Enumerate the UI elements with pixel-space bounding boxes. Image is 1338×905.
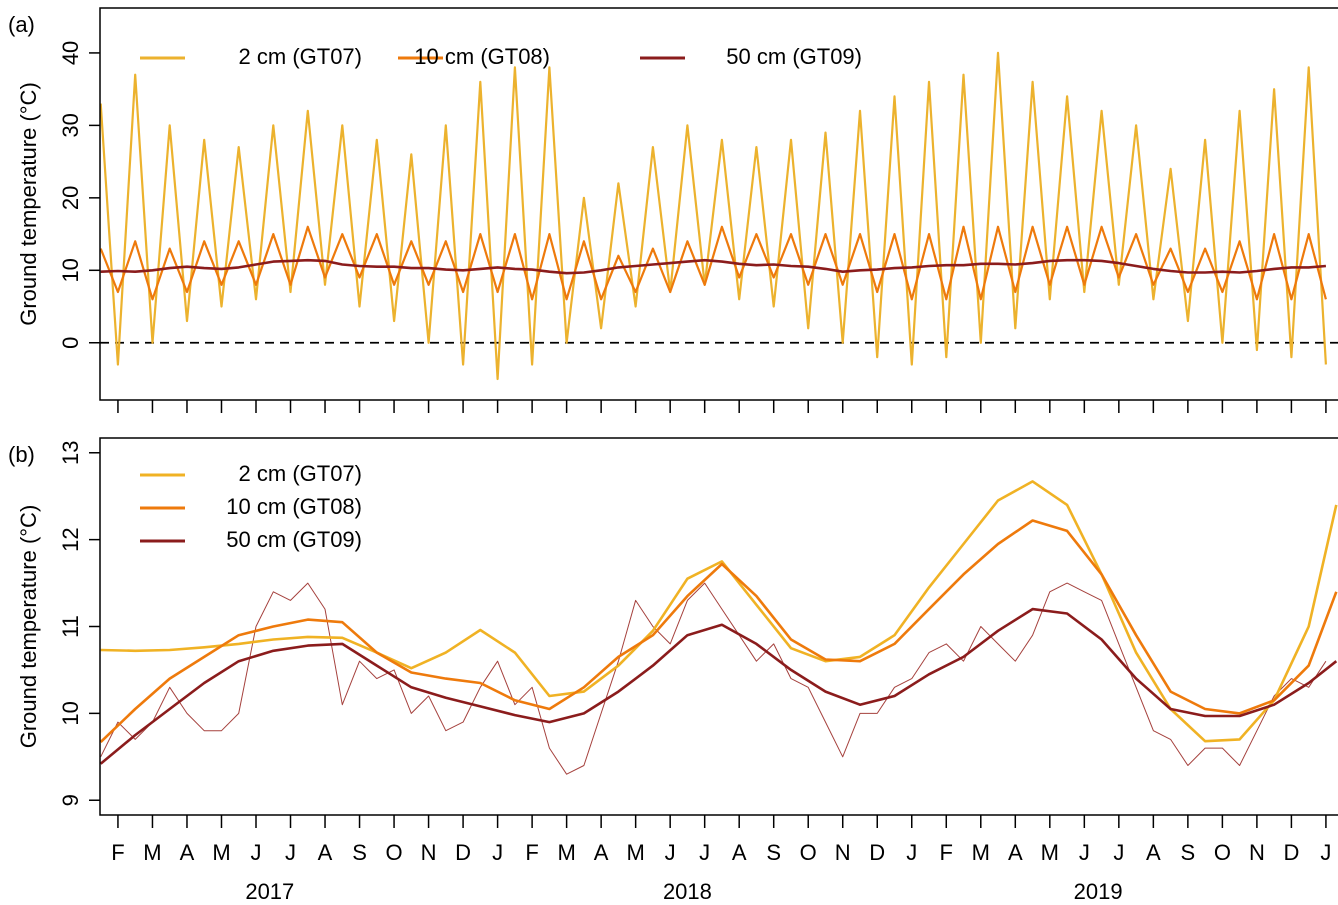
x-tick-label: D — [455, 840, 471, 865]
y-axis-label: Ground temperature (°C) — [16, 82, 41, 326]
series-line — [100, 258, 1327, 275]
x-tick-label: J — [285, 840, 296, 865]
panel-label: (a) — [8, 12, 35, 37]
x-tick-label: A — [1146, 840, 1161, 865]
x-tick-label: F — [525, 840, 538, 865]
series-line — [100, 480, 1338, 743]
x-tick-label: J — [1079, 840, 1090, 865]
x-tick-label: S — [352, 840, 367, 865]
y-tick-label: 9 — [58, 794, 83, 806]
x-tick-label: A — [180, 840, 195, 865]
y-tick-label: 10 — [58, 701, 83, 725]
legend-label: 10 cm (GT08) — [226, 494, 362, 519]
y-tick-label: 20 — [58, 186, 83, 210]
plot-area — [100, 480, 1338, 775]
x-tick-label: J — [1320, 840, 1331, 865]
y-tick-label: 30 — [58, 113, 83, 137]
x-tick-label: J — [492, 840, 503, 865]
x-tick-label: O — [1214, 840, 1231, 865]
year-label: 2019 — [1074, 879, 1123, 904]
x-tick-label: M — [212, 840, 230, 865]
plot-area — [100, 51, 1327, 381]
x-tick-label: J — [251, 840, 262, 865]
x-tick-label: J — [665, 840, 676, 865]
plot-frame — [99, 437, 1338, 816]
x-tick-label: J — [1113, 840, 1124, 865]
y-axis-label: Ground temperature (°C) — [16, 505, 41, 749]
x-tick-label: J — [906, 840, 917, 865]
x-tick-label: M — [557, 840, 575, 865]
x-tick-label: S — [766, 840, 781, 865]
legend-label: 50 cm (GT09) — [726, 44, 862, 69]
series-line — [100, 582, 1327, 775]
x-tick-label: M — [972, 840, 990, 865]
legend-label: 50 cm (GT09) — [226, 527, 362, 552]
plot-frame — [99, 7, 1338, 401]
y-tick-label: 13 — [58, 441, 83, 465]
year-label: 2017 — [245, 879, 294, 904]
x-tick-label: D — [869, 840, 885, 865]
x-tick-label: D — [1283, 840, 1299, 865]
y-tick-label: 10 — [58, 258, 83, 282]
y-tick-label: 40 — [58, 41, 83, 65]
x-tick-label: S — [1181, 840, 1196, 865]
x-tick-label: A — [732, 840, 747, 865]
x-tick-label: A — [594, 840, 609, 865]
y-tick-label: 0 — [58, 337, 83, 349]
x-tick-label: O — [800, 840, 817, 865]
legend-label: 2 cm (GT07) — [239, 44, 362, 69]
series-line — [100, 519, 1338, 743]
series-line — [100, 51, 1327, 381]
panel-label: (b) — [8, 442, 35, 467]
series-line — [100, 225, 1327, 301]
year-label: 2018 — [663, 879, 712, 904]
x-tick-label: M — [626, 840, 644, 865]
x-tick-label: O — [385, 840, 402, 865]
y-tick-label: 12 — [58, 527, 83, 551]
x-tick-label: M — [143, 840, 161, 865]
x-tick-label: N — [1249, 840, 1265, 865]
x-tick-label: F — [940, 840, 953, 865]
y-tick-label: 11 — [58, 615, 83, 638]
x-tick-label: A — [318, 840, 333, 865]
x-tick-label: F — [111, 840, 124, 865]
x-tick-label: N — [421, 840, 437, 865]
x-tick-label: J — [699, 840, 710, 865]
legend-label: 10 cm (GT08) — [414, 44, 550, 69]
x-tick-label: A — [1008, 840, 1023, 865]
x-tick-label: N — [835, 840, 851, 865]
x-tick-label: M — [1041, 840, 1059, 865]
legend-label: 2 cm (GT07) — [239, 461, 362, 486]
series-line — [100, 607, 1338, 765]
